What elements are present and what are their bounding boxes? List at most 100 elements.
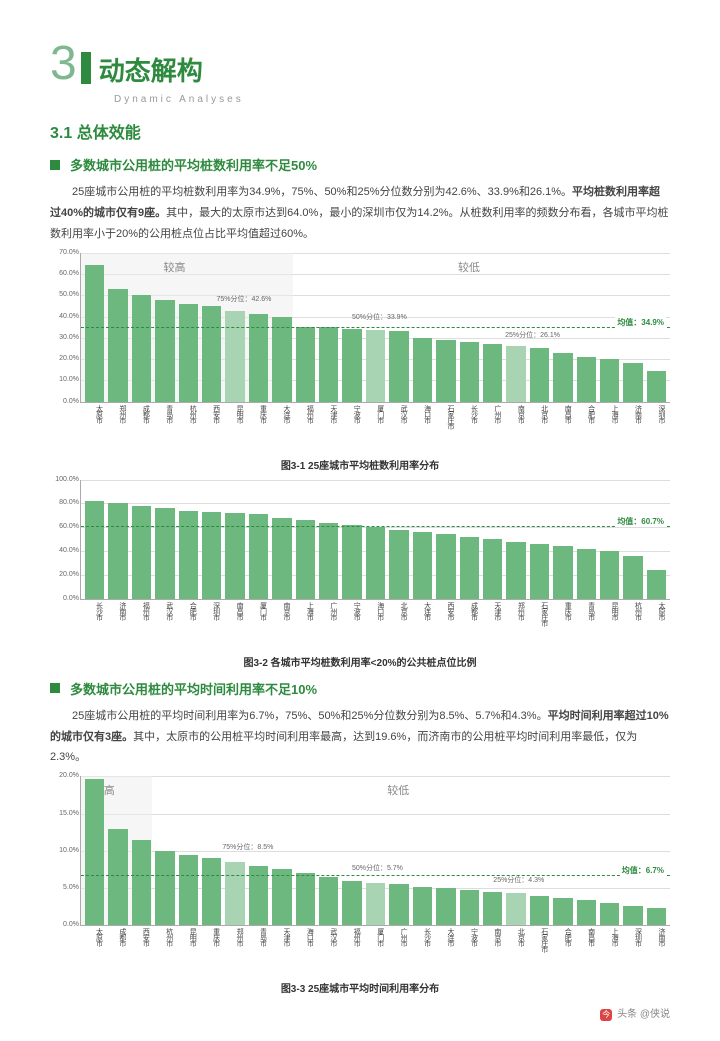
bar (366, 527, 385, 598)
bar (530, 896, 549, 926)
bar (272, 869, 291, 925)
bar (389, 884, 408, 925)
bar (413, 532, 432, 599)
bar (155, 300, 174, 402)
square-icon (50, 160, 60, 170)
x-label: 青岛市 (248, 928, 267, 978)
bar (436, 340, 455, 402)
bar (553, 898, 572, 926)
x-label: 厦门市 (365, 405, 384, 455)
title-cn: 动态解构 (99, 51, 203, 88)
bar (460, 890, 479, 926)
x-label: 济南市 (623, 405, 642, 455)
bar (342, 881, 361, 926)
source-icon (600, 1009, 612, 1021)
x-label: 福州市 (131, 602, 150, 652)
bar (225, 311, 244, 402)
bar (530, 348, 549, 401)
bar (506, 346, 525, 402)
x-label: 南昌市 (576, 928, 595, 978)
bar (483, 344, 502, 401)
bar (436, 888, 455, 925)
x-label: 武汉市 (389, 405, 408, 455)
bar (460, 342, 479, 402)
x-label: 太原市 (647, 602, 666, 652)
bar (600, 903, 619, 925)
x-label: 宁波市 (342, 602, 361, 652)
chart-3-caption: 图3-3 25座城市平均时间利用率分布 (50, 980, 670, 995)
bar (155, 508, 174, 598)
bar (483, 892, 502, 926)
x-label: 重庆市 (248, 405, 267, 455)
x-label: 杭州市 (178, 405, 197, 455)
bar (577, 549, 596, 599)
x-label: 太原市 (84, 928, 103, 978)
x-label: 广州市 (389, 928, 408, 978)
bar (647, 371, 666, 401)
x-label: 武汉市 (318, 928, 337, 978)
x-label: 上海市 (295, 602, 314, 652)
x-label: 石家庄市 (436, 405, 455, 455)
bar (506, 542, 525, 599)
x-label: 深圳市 (623, 928, 642, 978)
x-label: 合肥市 (576, 405, 595, 455)
x-label: 杭州市 (623, 602, 642, 652)
chart-1-wrap: 0.0%10.0%20.0%30.0%40.0%50.0%60.0%70.0%较… (50, 253, 670, 472)
paragraph-1: 25座城市公用桩的平均桩数利用率为34.9%，75%、50%和25%分位数分别为… (50, 182, 670, 245)
bar (389, 331, 408, 401)
bar (85, 779, 104, 925)
bar (319, 327, 338, 402)
x-label: 青岛市 (154, 405, 173, 455)
x-label: 长沙市 (84, 602, 103, 652)
paragraph-2: 25座城市公用桩的平均时间利用率为6.7%，75%、50%和25%分位数分别为8… (50, 706, 670, 769)
bar (132, 295, 151, 401)
x-label: 郑州市 (107, 405, 126, 455)
bullet-1: 多数城市公用桩的平均桩数利用率不足50% (50, 155, 670, 174)
bar (553, 546, 572, 598)
x-label: 深圳市 (201, 602, 220, 652)
square-icon (50, 683, 60, 693)
x-label: 南京市 (482, 928, 501, 978)
chart-1-xlabels: 太原市郑州市成都市青岛市杭州市西安市昆明市重庆市大连市福州市天津市宁波市厦门市武… (80, 403, 670, 455)
x-label: 昆明市 (600, 602, 619, 652)
x-label: 南京市 (506, 405, 525, 455)
x-label: 南京市 (272, 602, 291, 652)
chart-3-wrap: 0.0%5.0%10.0%15.0%20.0%较高较低均值：6.7%75%分位：… (50, 776, 670, 995)
x-label: 长沙市 (412, 928, 431, 978)
bar (366, 330, 385, 402)
x-label: 厦门市 (365, 928, 384, 978)
chart-2: 0.0%20.0%40.0%60.0%80.0%100.0%均值：60.7% (80, 480, 670, 600)
x-label: 广州市 (482, 405, 501, 455)
chart-2-caption: 图3-2 各城市平均桩数利用率<20%的公共桩点位比例 (50, 654, 670, 669)
x-label: 合肥市 (178, 602, 197, 652)
bar (366, 883, 385, 925)
bar (319, 523, 338, 599)
x-label: 北京市 (506, 928, 525, 978)
bar (108, 289, 127, 402)
bar (202, 858, 221, 925)
x-label: 福州市 (342, 928, 361, 978)
bar (483, 539, 502, 599)
x-label: 上海市 (600, 928, 619, 978)
bar (600, 551, 619, 599)
title-bar-mark (81, 52, 91, 84)
bar (623, 906, 642, 925)
bar (85, 265, 104, 401)
x-label: 大连市 (412, 602, 431, 652)
x-label: 成都市 (107, 928, 126, 978)
x-label: 大连市 (436, 928, 455, 978)
x-label: 石家庄市 (529, 928, 548, 978)
section-title: 3.1 总体效能 (50, 119, 670, 143)
x-label: 福州市 (295, 405, 314, 455)
title-en: Dynamic Analyses (114, 94, 670, 105)
bar (553, 353, 572, 402)
bar (132, 506, 151, 599)
bar (623, 556, 642, 599)
x-label: 成都市 (459, 602, 478, 652)
x-label: 北京市 (529, 405, 548, 455)
x-label: 上海市 (600, 405, 619, 455)
x-label: 天津市 (318, 405, 337, 455)
x-label: 海口市 (412, 405, 431, 455)
x-label: 海口市 (295, 928, 314, 978)
chart-1-caption: 图3-1 25座城市平均桩数利用率分布 (50, 457, 670, 472)
